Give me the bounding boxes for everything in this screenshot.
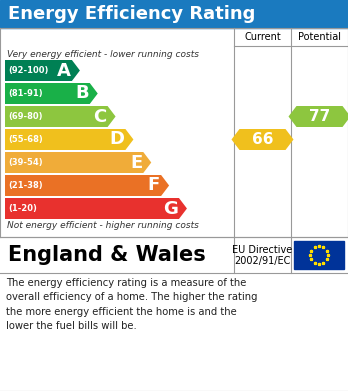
Text: D: D: [109, 131, 125, 149]
Text: 66: 66: [252, 132, 273, 147]
Text: (1-20): (1-20): [8, 204, 37, 213]
Text: The energy efficiency rating is a measure of the
overall efficiency of a home. T: The energy efficiency rating is a measur…: [6, 278, 258, 331]
Text: 77: 77: [309, 109, 330, 124]
Text: EU Directive: EU Directive: [232, 245, 293, 255]
Bar: [0, 28, 348, 237]
Text: Current: Current: [244, 32, 281, 42]
Text: F: F: [148, 176, 160, 194]
Text: Potential: Potential: [298, 32, 341, 42]
Text: Not energy efficient - higher running costs: Not energy efficient - higher running co…: [7, 221, 199, 230]
Polygon shape: [5, 152, 151, 173]
Text: Energy Efficiency Rating: Energy Efficiency Rating: [8, 5, 255, 23]
Polygon shape: [5, 60, 80, 81]
Text: 2002/91/EC: 2002/91/EC: [234, 256, 291, 266]
Polygon shape: [5, 106, 116, 127]
Text: (21-38): (21-38): [8, 181, 42, 190]
Text: G: G: [163, 199, 178, 217]
Bar: [294, 241, 344, 269]
Text: E: E: [130, 154, 142, 172]
Text: (55-68): (55-68): [8, 135, 43, 144]
Polygon shape: [288, 106, 348, 127]
Text: Very energy efficient - lower running costs: Very energy efficient - lower running co…: [7, 50, 199, 59]
Text: England & Wales: England & Wales: [8, 245, 206, 265]
Text: (69-80): (69-80): [8, 112, 42, 121]
Text: C: C: [93, 108, 106, 126]
Polygon shape: [5, 83, 98, 104]
Text: (92-100): (92-100): [8, 66, 48, 75]
Text: B: B: [75, 84, 89, 102]
Polygon shape: [5, 175, 169, 196]
Bar: [0, 237, 348, 273]
Polygon shape: [5, 198, 187, 219]
Bar: [0, 0, 348, 28]
Polygon shape: [5, 129, 133, 150]
Text: (81-91): (81-91): [8, 89, 42, 98]
Polygon shape: [231, 129, 293, 150]
Text: A: A: [57, 61, 71, 79]
Text: (39-54): (39-54): [8, 158, 42, 167]
